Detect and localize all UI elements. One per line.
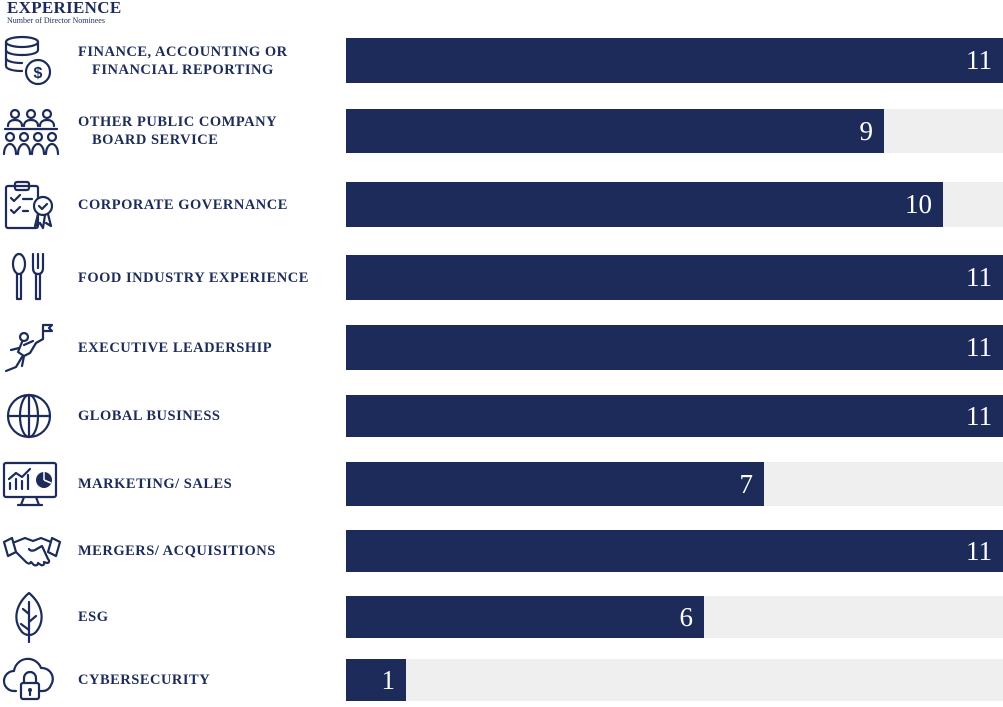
bar <box>346 255 1003 300</box>
bar-row: MERGERS/ ACQUISITIONS 11 <box>0 530 1003 572</box>
bar <box>346 325 1003 370</box>
bar <box>346 395 1003 437</box>
leaf-icon <box>2 590 56 644</box>
bar-row: FOOD INDUSTRY EXPERIENCE 11 <box>0 252 1003 301</box>
bar <box>346 530 1003 572</box>
bar-value-label: 10 <box>905 189 932 219</box>
handshake-icon <box>2 524 62 578</box>
bar-row: ESG 6 <box>0 591 1003 644</box>
category-label-line: FOOD INDUSTRY EXPERIENCE <box>78 269 309 286</box>
category-label: CORPORATE GOVERNANCE <box>78 182 338 227</box>
bar-value-label: 1 <box>381 664 396 695</box>
bar-value-label: 6 <box>679 601 694 632</box>
category-label: FINANCE, ACCOUNTING OR FINANCIAL REPORTIN… <box>78 38 338 83</box>
bar-value-label: 11 <box>966 400 992 431</box>
climber-flag-icon <box>2 321 56 375</box>
category-label: MERGERS/ ACQUISITIONS <box>78 530 338 572</box>
category-label-line: OTHER PUBLIC COMPANY <box>78 114 278 130</box>
category-label-line: CYBERSECURITY <box>78 672 211 688</box>
bar-row: CORPORATE GOVERNANCE 10 <box>0 180 1003 230</box>
bar-row: $ FINANCE, ACCOUNTING OR FINANCIAL REPORTI… <box>0 35 1003 86</box>
bar-value-label: 11 <box>966 332 992 362</box>
globe-icon <box>2 389 56 443</box>
bar-track: 10 <box>346 182 1003 227</box>
category-label: MARKETING/ SALES <box>78 462 338 506</box>
category-label: ESG <box>78 596 338 638</box>
bar-row: GLOBAL BUSINESS 11 <box>0 393 1003 439</box>
bar-track: 11 <box>346 38 1003 83</box>
bar-track: 1 <box>346 659 1003 701</box>
bar-row: MARKETING/ SALES 7 <box>0 461 1003 507</box>
bar-row: CYBERSECURITY 1 <box>0 657 1003 701</box>
bar-track: 11 <box>346 255 1003 300</box>
bar-value-label: 11 <box>966 262 992 292</box>
bar <box>346 38 1003 83</box>
bar-track: 11 <box>346 530 1003 572</box>
bar-value-label: 9 <box>859 115 874 146</box>
svg-text:$: $ <box>34 65 43 82</box>
bar-value-label: 11 <box>966 45 992 75</box>
category-label-line: MARKETING/ SALES <box>78 476 233 492</box>
bar <box>346 109 884 153</box>
chart-title: EXPERIENCE <box>7 0 122 17</box>
bar <box>346 596 704 638</box>
bar-track: 11 <box>346 395 1003 437</box>
coins-dollar-icon: $ <box>2 34 56 88</box>
bar-row: OTHER PUBLIC COMPANY BOARD SERVICE 9 <box>0 108 1003 156</box>
category-label-line: BOARD SERVICE <box>92 132 219 148</box>
bar-track: 7 <box>346 462 1003 506</box>
board-meeting-icon <box>2 104 60 158</box>
chart-subtitle: Number of Director Nominees <box>7 16 105 25</box>
category-label: OTHER PUBLIC COMPANY BOARD SERVICE <box>78 109 338 153</box>
bar-value-label: 7 <box>739 468 754 499</box>
analytics-monitor-icon <box>2 457 58 511</box>
bar-value-label: 11 <box>966 535 992 566</box>
bar-track: 11 <box>346 325 1003 370</box>
bar-row: EXECUTIVE LEADERSHIP 11 <box>0 323 1003 373</box>
category-label-line: FINANCE, ACCOUNTING OR <box>78 43 288 60</box>
category-label: GLOBAL BUSINESS <box>78 395 338 437</box>
bar <box>346 182 943 227</box>
bar-track: 9 <box>346 109 1003 153</box>
category-label-line: MERGERS/ ACQUISITIONS <box>78 543 276 559</box>
category-label: CYBERSECURITY <box>78 659 338 701</box>
category-label-line: GLOBAL BUSINESS <box>78 408 221 424</box>
category-label: FOOD INDUSTRY EXPERIENCE <box>78 255 338 300</box>
spoon-fork-icon <box>2 251 56 305</box>
clipboard-award-icon <box>2 178 56 232</box>
cloud-lock-icon <box>2 653 56 707</box>
category-label-line: ESG <box>78 609 109 625</box>
category-label-line: CORPORATE GOVERNANCE <box>78 196 288 213</box>
bar <box>346 659 406 701</box>
bar <box>346 462 764 506</box>
bar-track: 6 <box>346 596 1003 638</box>
category-label-line: EXECUTIVE LEADERSHIP <box>78 339 273 356</box>
category-label: EXECUTIVE LEADERSHIP <box>78 325 338 370</box>
category-label-line: FINANCIAL REPORTING <box>92 61 274 78</box>
